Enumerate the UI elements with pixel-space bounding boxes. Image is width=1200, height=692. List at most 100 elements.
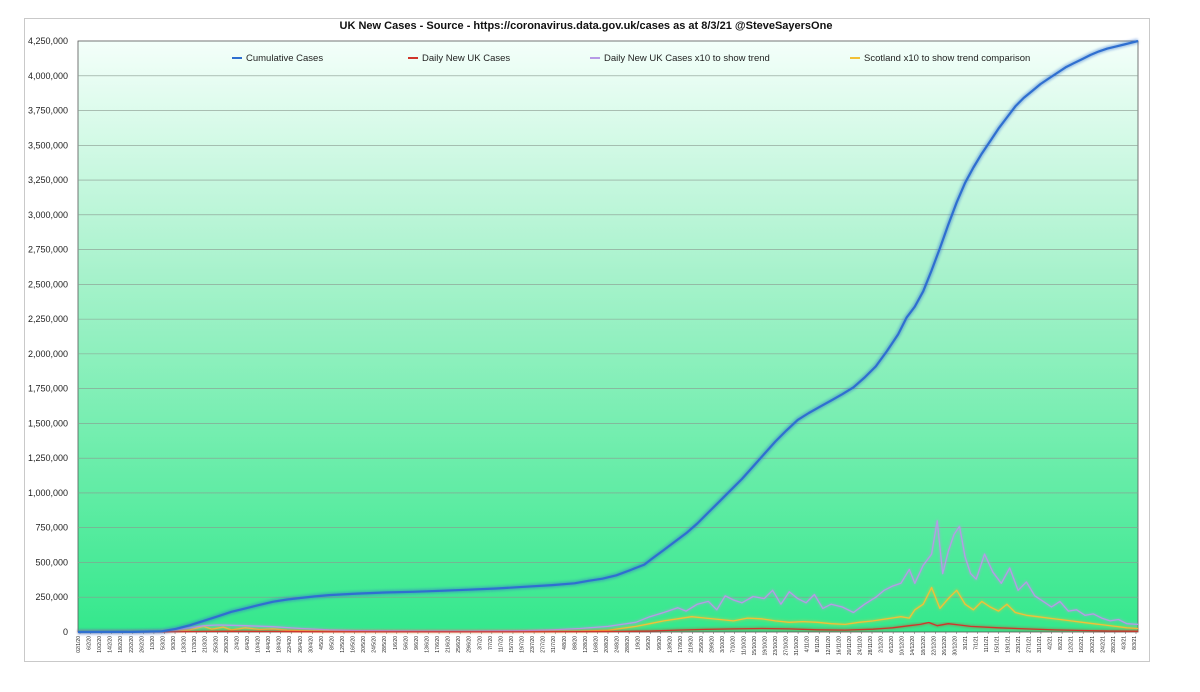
x-tick-label: 23/10/20 <box>773 636 779 656</box>
x-tick-label: 27/10/20 <box>784 636 790 656</box>
y-tick-label: 2,500,000 <box>28 279 68 289</box>
x-tick-label: 5/3/20 <box>160 636 166 650</box>
x-tick-label: 28/11/20 <box>868 636 874 655</box>
x-tick-label: 11/7/20 <box>498 636 504 653</box>
x-tick-label: 17/6/20 <box>435 636 441 653</box>
y-tick-label: 1,250,000 <box>28 453 68 463</box>
x-tick-label: 13/6/20 <box>424 636 430 653</box>
x-tick-label: 6/4/20 <box>245 636 251 650</box>
series-line-0 <box>78 39 1139 634</box>
x-tick-label: 27/1/21 <box>1026 636 1032 653</box>
x-tick-label: 10/2/20 <box>97 636 103 653</box>
y-tick-label: 4,000,000 <box>28 71 68 81</box>
x-tick-label: 9/9/20 <box>657 636 663 650</box>
series-line-3 <box>77 586 1139 633</box>
x-tick-label: 22/4/20 <box>287 636 293 653</box>
x-tick-label: 17/9/20 <box>678 636 684 653</box>
x-tick-label: 30/4/20 <box>308 636 314 653</box>
x-tick-label: 14/2/20 <box>108 636 114 653</box>
x-tick-label: 15/1/21 <box>995 636 1001 653</box>
plot-area <box>77 40 1139 633</box>
x-tick-label: 02/1/20 <box>76 636 82 653</box>
x-tick-label: 1/9/20 <box>636 636 642 650</box>
x-tick-label: 13/9/20 <box>667 636 673 653</box>
x-tick-label: 3/10/20 <box>720 636 726 653</box>
x-tick-label: 4/8/20 <box>562 636 568 650</box>
x-tick-label: 26/2/20 <box>139 636 145 653</box>
x-tick-label: 5/6/20 <box>403 636 409 650</box>
x-tick-label: 6/12/20 <box>889 636 895 653</box>
x-tick-label: 18/2/20 <box>118 636 124 653</box>
x-tick-label: 28/2/21 <box>1111 636 1117 653</box>
y-tick-label: 3,250,000 <box>28 175 68 185</box>
y-tick-label: 1,000,000 <box>28 488 68 498</box>
legend-label-3: Scotland x10 to show trend comparison <box>864 53 1030 64</box>
y-tick-label: 2,000,000 <box>28 349 68 359</box>
x-tick-label: 16/8/20 <box>593 636 599 653</box>
y-tick-label: 3,750,000 <box>28 106 68 116</box>
legend-label-0: Cumulative Cases <box>246 53 323 64</box>
x-tick-label: 22/2/20 <box>129 636 135 653</box>
x-tick-label: 17/3/20 <box>192 636 198 653</box>
x-tick-label: 10/12/20 <box>900 636 906 656</box>
x-tick-label: 24/2/21 <box>1100 636 1106 653</box>
x-tick-label: 24/11/20 <box>857 636 863 655</box>
x-tick-label: 8/5/20 <box>329 636 335 650</box>
x-tick-label: 16/5/20 <box>351 636 357 653</box>
x-tick-label: 18/4/20 <box>277 636 283 653</box>
x-tick-label: 7/1/21 <box>974 636 980 650</box>
x-tick-label: 15/7/20 <box>509 636 515 653</box>
series-line-1 <box>78 621 1139 633</box>
x-tick-label: 24/8/20 <box>615 636 621 653</box>
x-tick-label: 11/1/21 <box>984 636 990 653</box>
x-tick-label: 14/4/20 <box>266 636 272 653</box>
y-tick-label: 500,000 <box>35 557 68 567</box>
x-tick-label: 20/5/20 <box>361 636 367 653</box>
x-tick-label: 1/3/20 <box>150 636 156 650</box>
x-tick-label: 15/10/20 <box>752 636 758 656</box>
x-tick-label: 29/9/20 <box>710 636 716 653</box>
x-tick-label: 29/3/20 <box>224 636 230 653</box>
x-tick-label: 14/12/20 <box>910 636 916 656</box>
x-tick-label: 13/3/20 <box>182 636 188 653</box>
x-tick-label: 28/5/20 <box>382 636 388 653</box>
x-tick-label: 12/2/21 <box>1069 636 1075 653</box>
y-tick-label: 1,500,000 <box>28 418 68 428</box>
x-tick-label: 9/3/20 <box>171 636 177 650</box>
x-tick-label: 1/6/20 <box>393 636 399 650</box>
x-tick-label: 22/12/20 <box>931 636 937 656</box>
y-tick-label: 4,250,000 <box>28 36 68 46</box>
x-tick-label: 18/12/20 <box>921 636 927 656</box>
x-tick-label: 3/1/21 <box>963 636 969 650</box>
x-tick-label: 19/7/20 <box>520 636 526 653</box>
x-tick-label: 23/7/20 <box>530 636 536 653</box>
x-tick-label: 5/9/20 <box>646 636 652 650</box>
legend-label-2: Daily New UK Cases x10 to show trend <box>604 53 770 64</box>
x-tick-label: 12/5/20 <box>340 636 346 653</box>
x-tick-label: 20/8/20 <box>604 636 610 653</box>
y-tick-label: 0 <box>63 627 68 637</box>
x-tick-label: 9/6/20 <box>414 636 420 650</box>
x-tick-label: 4/11/20 <box>805 636 811 653</box>
x-tick-label: 27/7/20 <box>541 636 547 653</box>
x-tick-label: 21/6/20 <box>446 636 452 653</box>
y-tick-label: 250,000 <box>35 592 68 602</box>
x-tick-label: 26/4/20 <box>298 636 304 653</box>
x-tick-label: 4/5/20 <box>319 636 325 650</box>
x-tick-label: 24/5/20 <box>372 636 378 653</box>
x-tick-label: 21/9/20 <box>688 636 694 653</box>
x-tick-label: 8/8/20 <box>572 636 578 650</box>
x-tick-label: 21/3/20 <box>203 636 209 653</box>
y-tick-label: 3,000,000 <box>28 210 68 220</box>
x-tick-label: 19/1/21 <box>1005 636 1011 653</box>
y-tick-label: 1,750,000 <box>28 384 68 394</box>
x-tick-label: 12/8/20 <box>583 636 589 653</box>
x-tick-label: 30/12/20 <box>952 636 958 656</box>
x-tick-label: 25/6/20 <box>456 636 462 653</box>
chart-title: UK New Cases - Source - https://coronavi… <box>339 20 833 32</box>
x-tick-label: 16/11/20 <box>836 636 842 655</box>
x-tick-label: 25/9/20 <box>699 636 705 653</box>
x-tick-label: 10/4/20 <box>256 636 262 653</box>
x-tick-label: 31/10/20 <box>794 636 800 656</box>
